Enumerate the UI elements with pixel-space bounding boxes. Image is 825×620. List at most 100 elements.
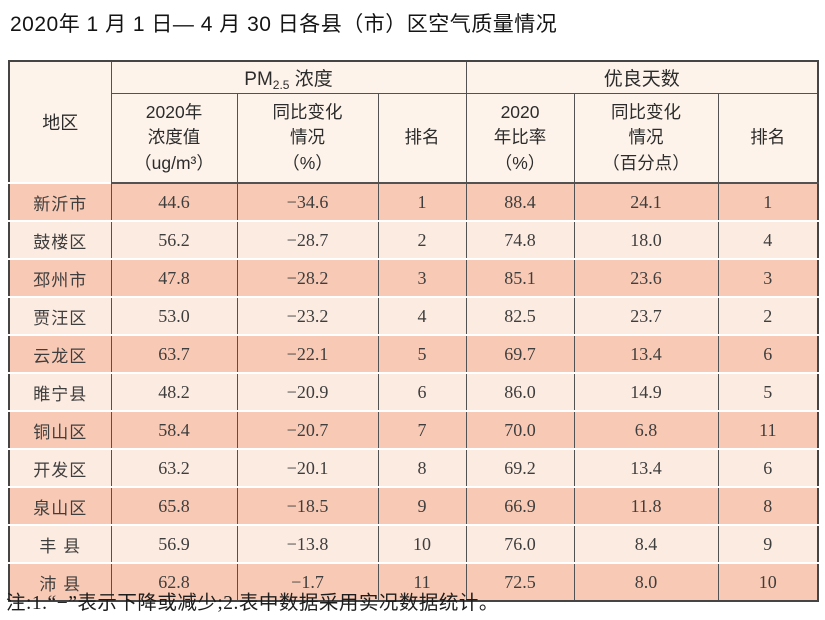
col-header-pm-value: 2020年 浓度值 （ug/m³） — [110, 93, 238, 184]
cell-good-change: 23.6 — [573, 258, 719, 297]
col-header-good-change: 同比变化 情况 （百分点） — [573, 93, 719, 184]
cell-good-change: 8.4 — [573, 524, 719, 563]
page-title: 2020年 1 月 1 日— 4 月 30 日各县（市）区空气质量情况 — [10, 13, 558, 36]
cell-good-rank: 5 — [717, 372, 819, 411]
cell-region: 沛 县 — [8, 562, 112, 601]
table-row: 沛 县 62.8 −1.7 11 72.5 8.0 10 — [8, 562, 819, 601]
cell-good-rank: 8 — [717, 486, 819, 525]
cell-good-ratio: 72.5 — [465, 562, 575, 601]
cell-pm-value: 56.2 — [110, 220, 238, 259]
cell-region: 睢宁县 — [8, 372, 112, 411]
cell-good-change: 14.9 — [573, 372, 719, 411]
cell-good-rank: 11 — [717, 410, 819, 449]
cell-region: 邳州市 — [8, 258, 112, 297]
col-header-pm-change: 同比变化 情况 （%） — [236, 93, 379, 184]
cell-pm-rank: 3 — [377, 258, 467, 297]
cell-region: 鼓楼区 — [8, 220, 112, 259]
cell-pm-change: −20.1 — [236, 448, 379, 487]
col-header-good-ratio: 2020 年比率 （%） — [465, 93, 575, 184]
cell-pm-value: 63.2 — [110, 448, 238, 487]
cell-pm-rank: 11 — [377, 562, 467, 601]
air-quality-table: 地区 PM2.5 浓度 优良天数 2020年 浓度值 （ug/m³） 同比变化 … — [8, 60, 820, 602]
cell-pm-value: 65.8 — [110, 486, 238, 525]
cell-pm-change: −18.5 — [236, 486, 379, 525]
cell-pm-rank: 8 — [377, 448, 467, 487]
cell-pm-change: −23.2 — [236, 296, 379, 335]
cell-pm-change: −20.7 — [236, 410, 379, 449]
cell-region: 开发区 — [8, 448, 112, 487]
cell-good-rank: 10 — [717, 562, 819, 601]
cell-good-ratio: 74.8 — [465, 220, 575, 259]
table-row: 睢宁县 48.2 −20.9 6 86.0 14.9 5 — [8, 372, 819, 411]
cell-pm-rank: 9 — [377, 486, 467, 525]
cell-pm-value: 63.7 — [110, 334, 238, 373]
cell-pm-rank: 4 — [377, 296, 467, 335]
group-header-good-days: 优良天数 — [465, 61, 819, 94]
cell-good-change: 18.0 — [573, 220, 719, 259]
cell-good-rank: 6 — [717, 448, 819, 487]
cell-good-ratio: 88.4 — [465, 182, 575, 221]
cell-region: 丰 县 — [8, 524, 112, 563]
cell-good-ratio: 82.5 — [465, 296, 575, 335]
cell-good-ratio: 69.7 — [465, 334, 575, 373]
cell-pm-value: 44.6 — [110, 182, 238, 221]
cell-good-rank: 3 — [717, 258, 819, 297]
cell-good-ratio: 86.0 — [465, 372, 575, 411]
cell-good-ratio: 66.9 — [465, 486, 575, 525]
cell-good-ratio: 85.1 — [465, 258, 575, 297]
table-row: 鼓楼区 56.2 −28.7 2 74.8 18.0 4 — [8, 220, 819, 259]
cell-pm-rank: 6 — [377, 372, 467, 411]
cell-pm-rank: 1 — [377, 182, 467, 221]
group-header-row: 地区 PM2.5 浓度 优良天数 — [8, 61, 819, 184]
cell-good-change: 24.1 — [573, 182, 719, 221]
group-header-pm25: PM2.5 浓度 — [110, 61, 467, 94]
cell-good-rank: 9 — [717, 524, 819, 563]
cell-pm-value: 48.2 — [110, 372, 238, 411]
cell-good-change: 8.0 — [573, 562, 719, 601]
cell-pm-value: 58.4 — [110, 410, 238, 449]
cell-pm-value: 56.9 — [110, 524, 238, 563]
cell-good-rank: 4 — [717, 220, 819, 259]
cell-good-change: 6.8 — [573, 410, 719, 449]
table-row: 丰 县 56.9 −13.8 10 76.0 8.4 9 — [8, 524, 819, 563]
cell-pm-rank: 5 — [377, 334, 467, 373]
pm25-label-prefix: PM — [244, 68, 273, 90]
pm25-label-subscript: 2.5 — [272, 77, 290, 92]
cell-good-ratio: 69.2 — [465, 448, 575, 487]
cell-pm-change: −34.6 — [236, 182, 379, 221]
cell-pm-value: 47.8 — [110, 258, 238, 297]
cell-pm-value: 62.8 — [110, 562, 238, 601]
cell-pm-rank: 10 — [377, 524, 467, 563]
cell-good-change: 13.4 — [573, 334, 719, 373]
cell-pm-change: −28.2 — [236, 258, 379, 297]
table-row: 云龙区 63.7 −22.1 5 69.7 13.4 6 — [8, 334, 819, 373]
cell-pm-change: −20.9 — [236, 372, 379, 411]
sub-header-row: 2020年 浓度值 （ug/m³） 同比变化 情况 （%） 排名 2020 年比… — [9, 93, 819, 184]
cell-region: 新沂市 — [8, 182, 112, 221]
col-header-good-rank: 排名 — [717, 93, 819, 184]
footnote: 注:1.“−”表示下降或减少;2.表中数据采用实况数据统计。 — [6, 593, 499, 614]
cell-good-rank: 2 — [717, 296, 819, 335]
cell-good-ratio: 76.0 — [465, 524, 575, 563]
col-header-pm-rank: 排名 — [377, 93, 467, 184]
cell-good-ratio: 70.0 — [465, 410, 575, 449]
table-row: 铜山区 58.4 −20.7 7 70.0 6.8 11 — [8, 410, 819, 449]
cell-region: 泉山区 — [8, 486, 112, 525]
cell-pm-rank: 7 — [377, 410, 467, 449]
table-body: 新沂市 44.6 −34.6 1 88.4 24.1 1 鼓楼区 56.2 −2… — [8, 182, 819, 601]
cell-pm-rank: 2 — [377, 220, 467, 259]
cell-pm-change: −13.8 — [236, 524, 379, 563]
table-row: 开发区 63.2 −20.1 8 69.2 13.4 6 — [8, 448, 819, 487]
table-row: 泉山区 65.8 −18.5 9 66.9 11.8 8 — [8, 486, 819, 525]
cell-good-change: 11.8 — [573, 486, 719, 525]
table-row: 新沂市 44.6 −34.6 1 88.4 24.1 1 — [8, 182, 819, 221]
table-row: 邳州市 47.8 −28.2 3 85.1 23.6 3 — [8, 258, 819, 297]
pm25-label-suffix: 浓度 — [289, 68, 333, 90]
cell-good-rank: 6 — [717, 334, 819, 373]
table-header: 地区 PM2.5 浓度 优良天数 2020年 浓度值 （ug/m³） 同比变化 … — [8, 61, 819, 184]
cell-region: 铜山区 — [8, 410, 112, 449]
cell-region: 贾汪区 — [8, 296, 112, 335]
cell-good-change: 13.4 — [573, 448, 719, 487]
cell-good-change: 23.7 — [573, 296, 719, 335]
table-row: 贾汪区 53.0 −23.2 4 82.5 23.7 2 — [8, 296, 819, 335]
